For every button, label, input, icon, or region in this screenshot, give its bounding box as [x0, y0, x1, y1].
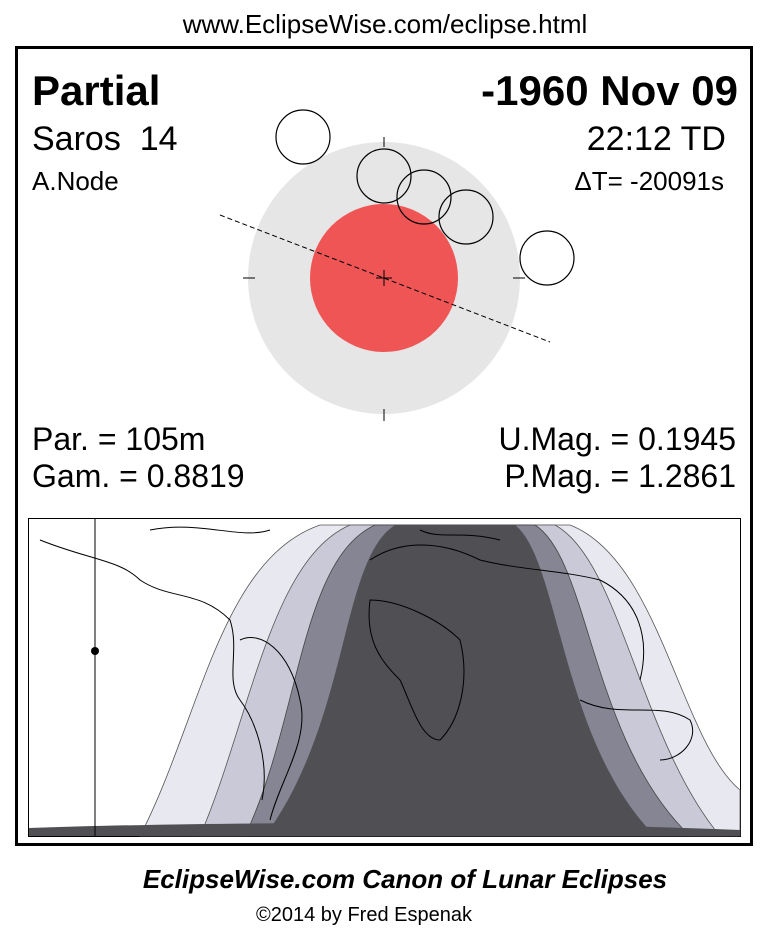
eclipse-type: Partial	[32, 67, 160, 114]
footer-title: EclipseWise.com Canon of Lunar Eclipses	[143, 864, 667, 894]
frame	[15, 46, 753, 846]
eclipse-date: -1960 Nov 09	[481, 67, 738, 114]
node: A.Node	[32, 166, 119, 196]
duration: Par. = 105m	[32, 421, 205, 457]
axis-ticks	[243, 137, 525, 421]
saros: Saros 14	[32, 120, 178, 158]
delta-t: ΔT= -20091s	[574, 166, 724, 196]
penumbral-magnitude: P.Mag. = 1.2861	[504, 458, 736, 494]
gamma: Gam. = 0.8819	[32, 458, 245, 494]
visibility-map	[28, 518, 741, 837]
url: www.EclipseWise.com/eclipse.html	[182, 9, 588, 39]
coastlines	[39, 526, 694, 821]
umbral-magnitude: U.Mag. = 0.1945	[499, 421, 736, 457]
shadow-diagram	[219, 109, 575, 421]
time: 22:12 TD	[587, 120, 726, 158]
moon-positions	[275, 109, 575, 286]
copyright: ©2014 by Fred Espenak	[256, 904, 473, 926]
